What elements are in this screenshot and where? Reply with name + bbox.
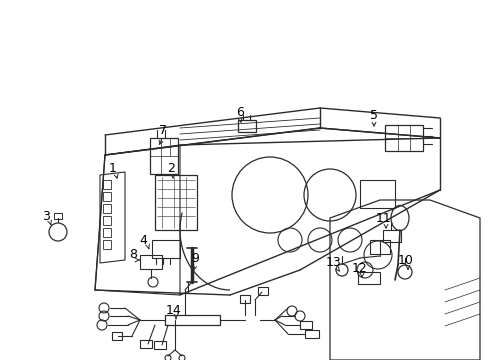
Bar xyxy=(382,230,400,242)
Text: 6: 6 xyxy=(236,105,244,118)
Bar xyxy=(54,213,62,219)
Bar xyxy=(103,180,111,189)
Bar xyxy=(305,330,318,338)
Bar xyxy=(238,120,256,132)
Text: 7: 7 xyxy=(159,123,167,136)
Text: 9: 9 xyxy=(191,252,199,266)
Bar xyxy=(140,340,152,348)
Bar xyxy=(152,240,180,258)
Bar xyxy=(155,175,197,230)
Bar xyxy=(258,287,267,295)
Text: 2: 2 xyxy=(167,162,175,175)
Text: 3: 3 xyxy=(42,210,50,222)
Text: 8: 8 xyxy=(129,248,137,261)
Bar xyxy=(140,255,162,269)
Bar xyxy=(384,125,422,151)
Text: 13: 13 xyxy=(325,256,341,269)
Bar xyxy=(359,180,394,208)
Text: 10: 10 xyxy=(397,253,413,266)
Bar xyxy=(164,315,220,325)
Bar xyxy=(103,240,111,249)
Bar xyxy=(103,228,111,237)
Bar xyxy=(103,192,111,201)
Text: 1: 1 xyxy=(109,162,117,175)
Text: 5: 5 xyxy=(369,108,377,122)
Bar xyxy=(369,240,389,254)
Bar xyxy=(154,341,165,349)
Text: 4: 4 xyxy=(139,234,146,247)
Bar xyxy=(240,295,249,303)
Bar xyxy=(112,332,122,340)
Bar xyxy=(299,321,311,329)
Bar xyxy=(103,216,111,225)
Bar xyxy=(103,204,111,213)
Text: 12: 12 xyxy=(351,261,367,274)
Text: 11: 11 xyxy=(375,212,391,225)
Bar xyxy=(357,272,379,284)
Text: 14: 14 xyxy=(166,303,182,316)
Bar xyxy=(150,138,178,174)
